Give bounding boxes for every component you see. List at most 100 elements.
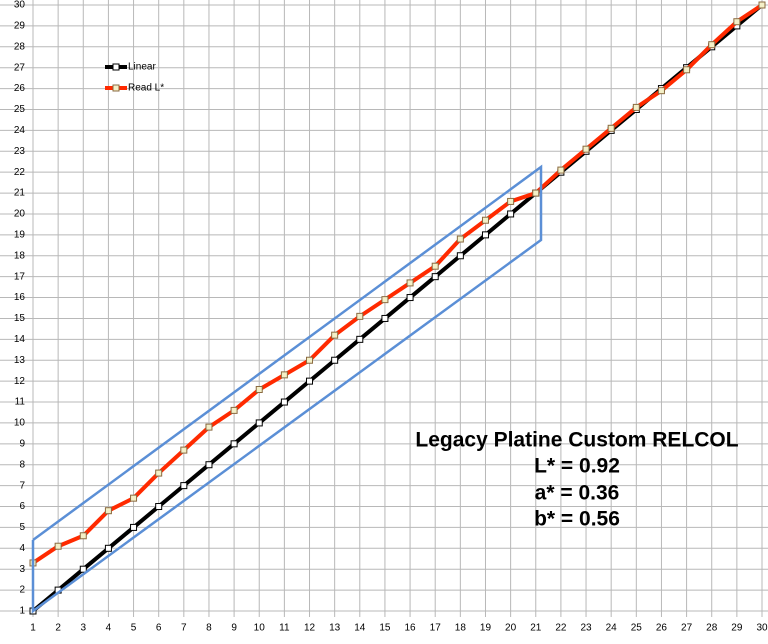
marker: [431, 273, 439, 281]
x-tick-label: 14: [354, 623, 366, 634]
marker: [79, 532, 87, 540]
marker: [331, 331, 339, 339]
y-tick-label: 30: [14, 0, 26, 11]
x-tick-label: 21: [530, 623, 542, 634]
y-tick-label: 23: [14, 146, 26, 157]
y-tick-label: 28: [14, 41, 26, 52]
y-tick-label: 27: [14, 62, 26, 73]
y-tick-label: 25: [14, 104, 26, 115]
marker: [155, 469, 163, 477]
y-tick-label: 21: [14, 188, 26, 199]
y-tick-label: 14: [14, 334, 26, 345]
marker: [406, 279, 414, 287]
marker: [280, 371, 288, 379]
marker: [632, 103, 640, 111]
x-tick-label: 9: [231, 623, 237, 634]
x-tick-label: 27: [681, 623, 693, 634]
x-tick-label: 3: [80, 623, 86, 634]
y-tick-label: 13: [14, 355, 26, 366]
x-tick-label: 18: [455, 623, 467, 634]
y-tick-label: 4: [19, 543, 25, 554]
marker: [607, 124, 615, 132]
x-tick-label: 15: [379, 623, 391, 634]
x-tick-label: 16: [405, 623, 417, 634]
marker: [205, 423, 213, 431]
series-line: [31, 3, 764, 565]
x-tick-label: 20: [505, 623, 517, 634]
marker: [381, 314, 389, 322]
marker: [507, 210, 515, 218]
y-tick-label: 15: [14, 313, 26, 324]
marker: [356, 312, 364, 320]
marker: [557, 166, 565, 174]
y-tick-label: 7: [19, 480, 25, 491]
marker: [431, 262, 439, 270]
marker: [130, 494, 138, 502]
marker: [230, 440, 238, 448]
marker: [130, 523, 138, 531]
series: [29, 1, 766, 615]
marker: [708, 41, 716, 49]
x-tick-label: 13: [329, 623, 341, 634]
y-tick-label: 3: [19, 564, 25, 575]
marker: [230, 406, 238, 414]
x-tick-label: 4: [106, 623, 112, 634]
marker: [507, 197, 515, 205]
x-tick-label: 24: [606, 623, 618, 634]
x-tick-label: 7: [181, 623, 187, 634]
y-tick-label: 8: [19, 459, 25, 470]
marker: [205, 461, 213, 469]
marker: [255, 385, 263, 393]
y-tick-label: 16: [14, 292, 26, 303]
x-tick-label: 28: [706, 623, 718, 634]
legend: Linear Read L*: [105, 62, 164, 94]
marker: [280, 398, 288, 406]
x-tick-label: 12: [304, 623, 316, 634]
y-tick-label: 29: [14, 21, 26, 32]
marker: [406, 294, 414, 302]
x-tick-label: 2: [55, 623, 61, 634]
marker: [306, 377, 314, 385]
legend-label: Linear: [128, 62, 156, 73]
annotation: L* = 0.92: [534, 455, 620, 478]
marker: [381, 296, 389, 304]
y-tick-label: 17: [14, 271, 26, 282]
marker: [481, 231, 489, 239]
x-tick-label: 17: [430, 623, 442, 634]
annotation: Legacy Platine Custom RELCOL: [415, 429, 738, 452]
y-tick-label: 2: [19, 585, 25, 596]
y-tick-label: 24: [14, 125, 26, 136]
x-tick-label: 1: [30, 623, 36, 634]
marker: [532, 189, 540, 197]
marker: [104, 544, 112, 552]
y-tick-label: 12: [14, 376, 26, 387]
marker: [683, 66, 691, 74]
y-tick-label: 1: [19, 606, 25, 617]
marker: [456, 235, 464, 243]
annotation: b* = 0.56: [534, 508, 620, 531]
y-tick-label: 18: [14, 250, 26, 261]
x-tick-label: 29: [731, 623, 743, 634]
x-tick-label: 5: [131, 623, 137, 634]
legend-label: Read L*: [128, 83, 164, 94]
x-tick-label: 19: [480, 623, 492, 634]
x-tick-label: 11: [279, 623, 290, 634]
legend-marker: [112, 84, 120, 92]
y-tick-label: 26: [14, 83, 26, 94]
y-tick-label: 6: [19, 501, 25, 512]
x-tick-label: 8: [206, 623, 212, 634]
marker: [306, 356, 314, 364]
marker: [657, 87, 665, 95]
marker: [481, 216, 489, 224]
marker: [733, 18, 741, 26]
y-tick-label: 5: [19, 522, 25, 533]
x-tick-label: 22: [555, 623, 567, 634]
marker: [180, 446, 188, 454]
legend-marker: [112, 63, 120, 71]
highlight-outline: [31, 164, 543, 614]
marker: [180, 482, 188, 490]
marker: [758, 1, 766, 9]
marker: [356, 335, 364, 343]
x-tick-label: 26: [656, 623, 668, 634]
